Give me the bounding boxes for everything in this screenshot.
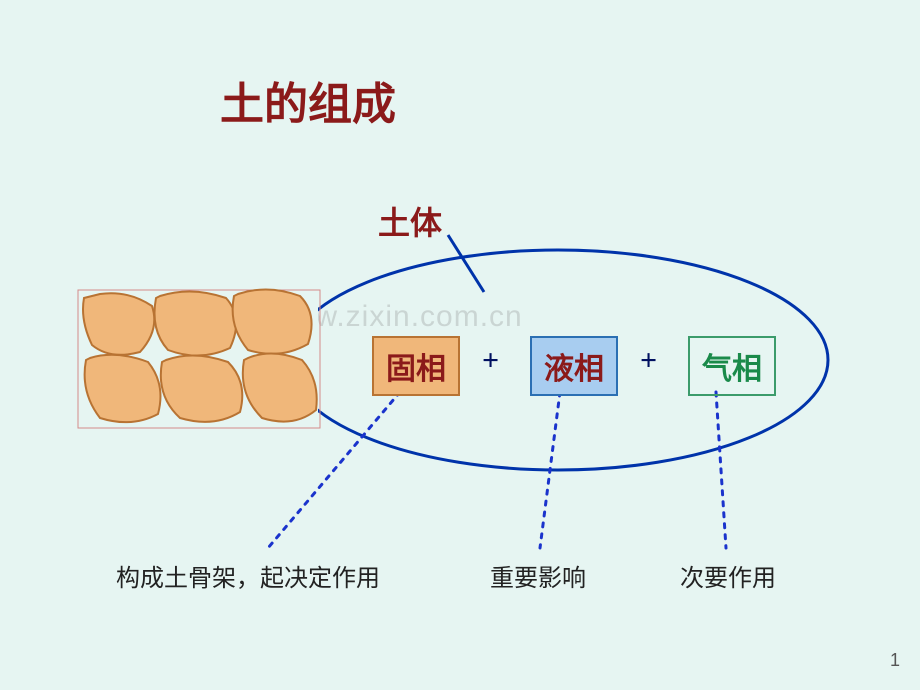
caption-gas: 次要作用 — [680, 558, 776, 593]
callout-line — [448, 235, 484, 292]
plus-1: + — [482, 344, 499, 378]
slide: 土的组成 土体 www.zixin.com.cn 固相 + 液相 + 气相 构成… — [0, 0, 920, 690]
caption-liquid: 重要影响 — [490, 558, 586, 593]
dashed-connectors — [268, 392, 726, 548]
phase-liquid: 液相 — [530, 336, 618, 396]
plus-2: + — [640, 344, 657, 378]
phase-solid: 固相 — [372, 336, 460, 396]
phase-gas: 气相 — [688, 336, 776, 396]
caption-solid: 构成土骨架，起决定作用 — [116, 558, 380, 593]
page-number: 1 — [890, 650, 900, 671]
soil-grains — [83, 289, 317, 422]
